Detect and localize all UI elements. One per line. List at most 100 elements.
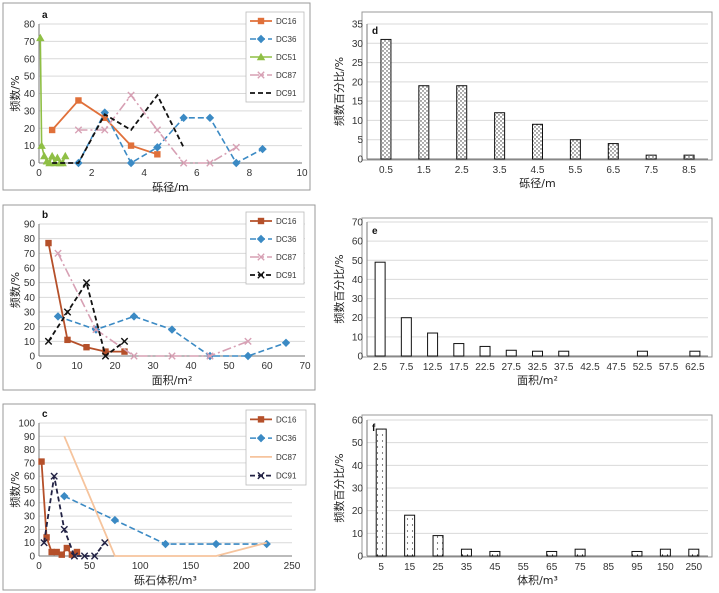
data-point (61, 151, 70, 160)
data-point (206, 352, 214, 360)
data-point (101, 126, 109, 134)
chart-frame (361, 11, 713, 161)
y-tick-label: 0 (357, 552, 363, 563)
data-point (68, 551, 76, 558)
bar (569, 139, 581, 160)
data-point (54, 249, 62, 258)
x-tick-label: 2 (89, 168, 95, 179)
data-point (40, 151, 49, 160)
data-point (244, 337, 252, 346)
y-tick-label: 30 (352, 39, 364, 50)
data-point (53, 312, 63, 321)
legend-label: DC87 (276, 71, 297, 80)
panel-b: b 0 10 20 30 40 50 60 70 80 90 频数/% 面积/m² 0 10 20 30 40 50… (2, 204, 316, 391)
x-axis-title: 面积/m² (152, 374, 193, 387)
legend-marker (257, 471, 265, 480)
legend-label: DC87 (276, 253, 297, 262)
panel-letter: e (372, 226, 378, 237)
x-tick-label: 8.5 (682, 165, 696, 176)
x-axis-title: 面积/m² (517, 374, 558, 387)
y-tick-label: 25 (352, 58, 364, 69)
bar (659, 548, 671, 557)
y-axis-title: 频数百分比/% (332, 453, 346, 522)
panel-a: a 0 10 20 30 40 50 60 70 80 频数/% 砾径/m 0 2 4 6 8 10 DC16 DC3… (2, 2, 311, 194)
legend-label: DC87 (276, 453, 297, 462)
data-point (153, 143, 162, 152)
y-tick-label: 90 (24, 432, 36, 443)
chart-frame (2, 204, 316, 391)
data-point (53, 548, 60, 556)
y-tick-label: 0 (29, 159, 35, 170)
x-tick-label: 3.5 (493, 165, 507, 176)
chart-frame (361, 217, 713, 358)
legend-box (245, 211, 305, 285)
legend-label: DC36 (276, 235, 297, 244)
series-line (47, 280, 126, 358)
y-tick-label: 50 (352, 256, 364, 267)
x-tick-label: 22.5 (475, 362, 495, 373)
series-line (63, 495, 267, 545)
data-point (45, 158, 54, 167)
x-tick-label: 1.5 (417, 165, 431, 176)
data-point (153, 126, 162, 134)
data-point (43, 534, 50, 541)
series-DC36 (53, 312, 291, 361)
series-DC36 (74, 108, 267, 168)
bar (607, 143, 619, 160)
legend: DC16 DC36 DC87 DC91 (245, 409, 307, 486)
bar (375, 428, 387, 557)
x-tick-label: 5 (378, 562, 384, 573)
bar (427, 332, 439, 357)
series-DC51 (36, 33, 70, 167)
x-tick-label: 150 (657, 562, 674, 573)
data-point (80, 552, 89, 560)
y-tick-label: 60 (24, 54, 36, 65)
x-axis-title: 砾径/m (152, 181, 188, 194)
bar (432, 535, 444, 557)
x-tick-label: 65 (546, 562, 558, 573)
x-tick-label: 7.5 (399, 362, 413, 373)
x-tick-label: 250 (685, 562, 702, 573)
bar (453, 343, 465, 357)
legend-label: DC91 (276, 271, 297, 280)
bar (636, 350, 648, 357)
legend-marker (257, 271, 265, 279)
y-tick-label: 70 (24, 458, 36, 469)
y-tick-label: 10 (352, 332, 364, 343)
panel-letter: a (42, 10, 48, 21)
legend-label: DC36 (276, 35, 297, 44)
data-point (63, 544, 71, 552)
y-tick-label: 10 (24, 538, 36, 549)
data-point (205, 113, 215, 123)
legend-marker (256, 433, 266, 443)
x-tick-label: 4 (141, 168, 147, 179)
bar (683, 154, 695, 160)
y-tick-label: 50 (24, 278, 36, 289)
x-tick-label: 37.5 (554, 362, 574, 373)
data-point (127, 142, 135, 149)
legend-label: DC91 (276, 89, 297, 98)
y-tick-label: 10 (352, 529, 364, 540)
data-point (50, 472, 58, 480)
x-tick-label: 250 (284, 561, 301, 572)
legend-label: DC91 (276, 472, 297, 481)
data-point (262, 539, 271, 549)
x-tick-label: 47.5 (606, 362, 626, 373)
x-tick-label: 85 (603, 562, 615, 573)
data-point (40, 539, 48, 547)
series-DC91 (44, 278, 129, 360)
series-DC87 (63, 435, 267, 557)
y-tick-label: 90 (24, 220, 36, 231)
y-tick-label: 30 (24, 308, 36, 319)
data-point (48, 126, 56, 134)
panel-f: f 0 10 20 30 40 50 60 频数百分比/% 体积/m³ 5 15 25 35 45 55 65 7… (332, 414, 713, 587)
y-tick-label: 50 (24, 485, 36, 496)
y-tick-label: 0 (357, 352, 363, 363)
data-point (179, 159, 188, 167)
data-point (75, 97, 82, 104)
y-axis-title: 频数百分比/% (332, 57, 346, 126)
data-point (38, 458, 45, 465)
series-DC87 (74, 91, 240, 167)
chart-frame (2, 2, 311, 191)
x-tick-label: 35 (461, 562, 473, 573)
